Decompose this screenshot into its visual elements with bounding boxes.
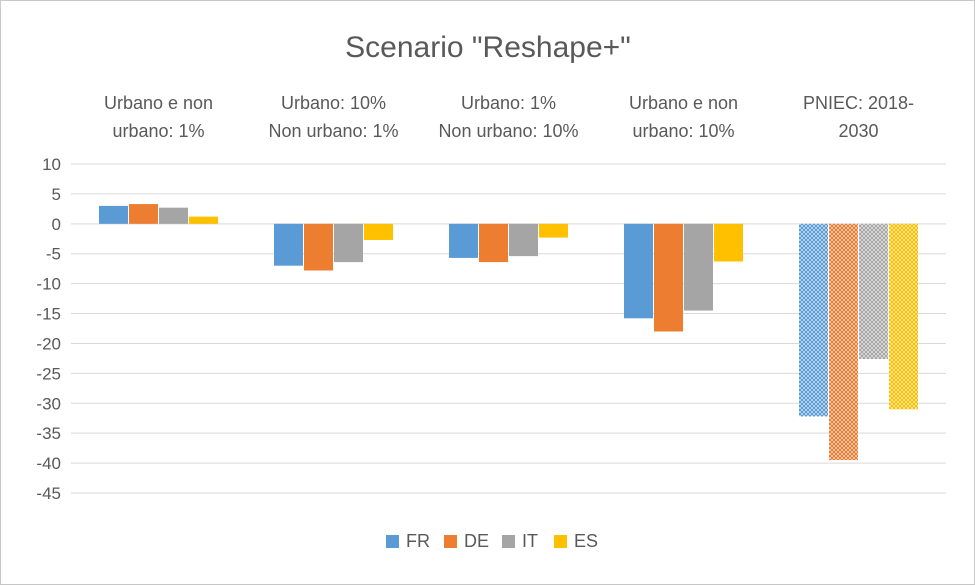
y-tick-label: -30: [36, 394, 61, 413]
y-tick-label: -15: [36, 305, 61, 324]
y-tick-label: -40: [36, 454, 61, 473]
category-label-line: Urbano e non: [104, 93, 213, 113]
bar-it: [684, 223, 713, 311]
bar-de: [129, 204, 158, 224]
bar-de: [829, 223, 858, 461]
bar-fr: [449, 223, 478, 258]
legend-label-fr: FR: [406, 531, 430, 551]
legend-swatch-it: [502, 535, 515, 548]
category-label-line: PNIEC: 2018-: [803, 93, 914, 113]
bar-fr: [99, 205, 128, 224]
bar-fr: [799, 223, 828, 417]
bar-fr: [624, 223, 653, 319]
chart-title: Scenario "Reshape+": [345, 31, 631, 64]
bar-fr: [274, 223, 303, 266]
category-label-line: urbano: 10%: [632, 121, 734, 141]
bars-layer: [99, 204, 918, 461]
bar-it: [859, 223, 888, 360]
legend-swatch-es: [554, 535, 567, 548]
y-tick-label: -45: [36, 484, 61, 503]
bar-es: [189, 216, 218, 224]
category-label-line: Non urbano: 1%: [268, 121, 398, 141]
bar-es: [714, 223, 743, 262]
bar-it: [159, 207, 188, 224]
category-label: Urbano e non urbano: 10%: [629, 93, 738, 141]
bar-de: [654, 223, 683, 332]
category-label-line: 2030: [838, 121, 878, 141]
category-label: Urbano: 1% Non urbano: 10%: [438, 93, 578, 141]
y-tick-label: 10: [42, 155, 61, 174]
y-tick-label: -20: [36, 334, 61, 353]
category-label-line: Urbano: 1%: [461, 93, 556, 113]
y-tick-label: -5: [46, 245, 61, 264]
bar-group: [624, 223, 743, 332]
bar-de: [304, 223, 333, 271]
category-label-line: Urbano e non: [629, 93, 738, 113]
bar-es: [364, 223, 393, 240]
bar-de: [479, 223, 508, 263]
bar-es: [889, 223, 918, 410]
category-labels: Urbano e non urbano: 1% Urbano: 10% Non urb…: [104, 93, 914, 141]
category-label: Urbano: 10% Non urbano: 1%: [268, 93, 398, 141]
legend-swatch-de: [444, 535, 457, 548]
legend-label-es: ES: [574, 531, 598, 551]
y-tick-label: -10: [36, 275, 61, 294]
category-label: PNIEC: 2018- 2030: [803, 93, 914, 141]
bar-it: [509, 223, 538, 257]
y-axis: 10 5 0 -5 -10 -15 -20 -25 -30 -35 -40 -45: [36, 155, 61, 503]
bar-group: [449, 223, 568, 263]
bar-es: [539, 223, 568, 238]
y-tick-label: 0: [52, 215, 61, 234]
bar-it: [334, 223, 363, 263]
category-label-line: urbano: 1%: [112, 121, 204, 141]
category-label-line: Non urbano: 10%: [438, 121, 578, 141]
legend-label-it: IT: [522, 531, 538, 551]
category-label: Urbano e non urbano: 1%: [104, 93, 213, 141]
y-tick-label: -35: [36, 424, 61, 443]
legend-swatch-fr: [386, 535, 399, 548]
legend: FR DE IT ES: [386, 531, 598, 551]
legend-label-de: DE: [464, 531, 489, 551]
y-tick-label: 5: [52, 185, 61, 204]
bar-group: [799, 223, 918, 461]
bar-group: [274, 223, 393, 271]
y-tick-label: -25: [36, 364, 61, 383]
category-label-line: Urbano: 10%: [281, 93, 386, 113]
bar-group: [99, 204, 218, 224]
